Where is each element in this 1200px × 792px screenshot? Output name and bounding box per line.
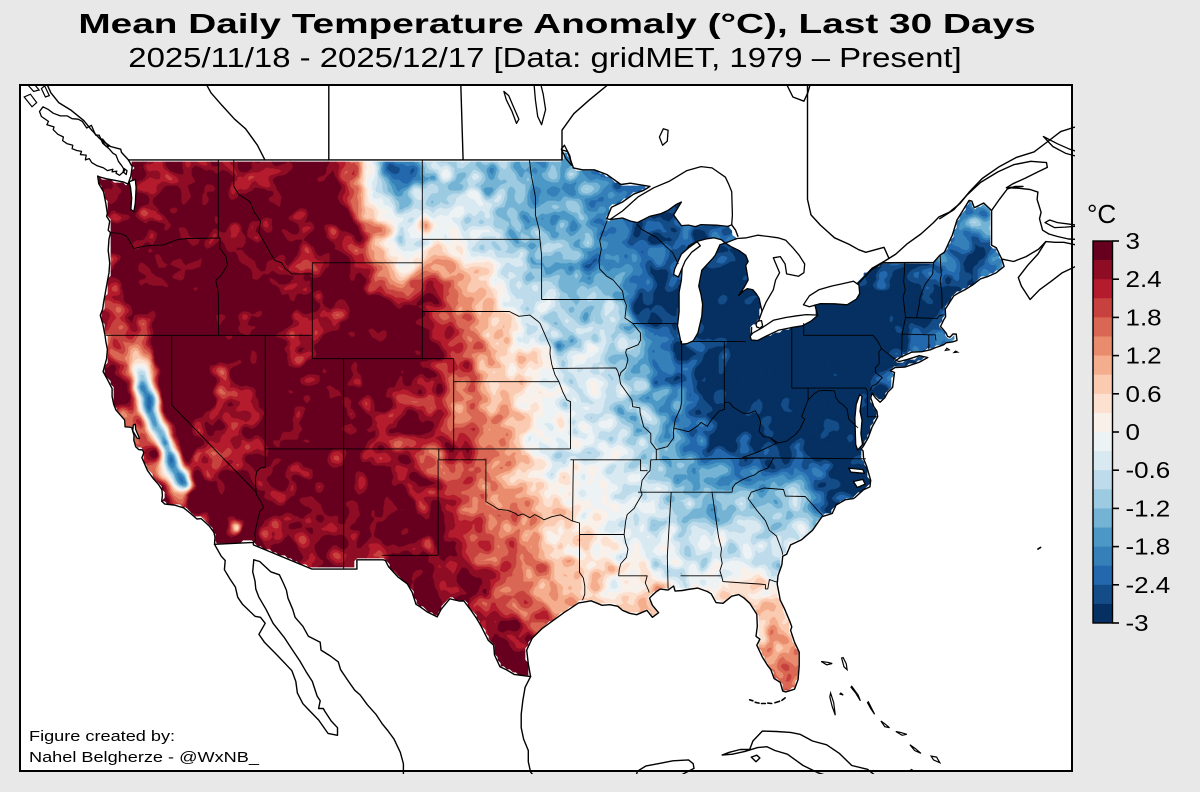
svg-text:-1.8: -1.8 xyxy=(1126,535,1171,560)
svg-text:-2.4: -2.4 xyxy=(1126,573,1171,598)
svg-text:-0.6: -0.6 xyxy=(1126,459,1171,484)
svg-text:1.8: 1.8 xyxy=(1126,306,1162,331)
svg-text:3: 3 xyxy=(1126,229,1140,254)
svg-text:°C: °C xyxy=(1087,199,1116,229)
svg-text:1.2: 1.2 xyxy=(1126,344,1162,369)
svg-text:0: 0 xyxy=(1126,420,1140,445)
svg-text:-3: -3 xyxy=(1126,611,1149,636)
svg-text:2.4: 2.4 xyxy=(1126,268,1162,293)
svg-text:-1.2: -1.2 xyxy=(1126,497,1171,522)
svg-text:0.6: 0.6 xyxy=(1126,382,1162,407)
